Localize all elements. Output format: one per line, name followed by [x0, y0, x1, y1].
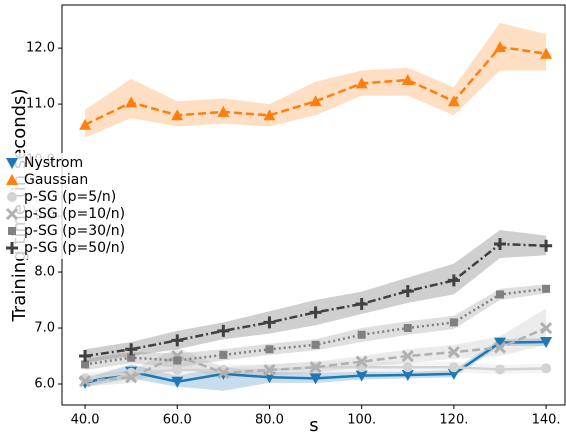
marker [493, 341, 507, 354]
marker [402, 362, 413, 373]
marker [355, 355, 368, 368]
marker [125, 96, 138, 108]
marker [217, 324, 230, 337]
marker [494, 364, 505, 375]
marker [542, 284, 551, 293]
marker [355, 297, 368, 310]
x-tick-label: 80.0 [255, 413, 284, 428]
marker [171, 376, 184, 388]
series-line [84, 242, 547, 358]
marker [493, 40, 506, 52]
marker [401, 74, 414, 86]
marker [448, 362, 459, 373]
marker [493, 337, 506, 349]
marker [309, 95, 322, 107]
marker [355, 370, 368, 382]
marker [263, 109, 276, 121]
marker [355, 77, 368, 89]
x-tick-label: 60.0 [163, 413, 192, 428]
marker [5, 207, 19, 221]
marker [217, 105, 230, 117]
marker [6, 174, 18, 185]
legend-label: p-SG (p=5/n) [24, 189, 116, 205]
marker [401, 349, 414, 363]
marker [78, 375, 92, 388]
marker [263, 363, 276, 377]
marker [447, 346, 460, 359]
marker [125, 371, 138, 384]
marker [309, 361, 322, 374]
y-tick-label: 7.0 [34, 321, 55, 336]
marker [6, 158, 18, 169]
marker [540, 321, 553, 335]
marker [401, 285, 414, 298]
marker [540, 47, 553, 59]
marker [309, 306, 322, 319]
error-band [85, 308, 547, 387]
marker [447, 368, 460, 380]
marker [79, 350, 92, 363]
x-tick-label: 40.0 [71, 413, 100, 428]
marker [403, 324, 412, 333]
marker [127, 353, 136, 362]
legend-label: p-SG (p=10/n) [24, 206, 125, 222]
marker [81, 360, 90, 369]
marker [357, 330, 366, 339]
marker [219, 350, 228, 359]
legend-label: p-SG (p=30/n) [24, 223, 125, 239]
marker [171, 109, 184, 121]
legend-label: Nystrom [24, 155, 83, 171]
marker [6, 242, 18, 254]
marker [541, 363, 552, 374]
marker [173, 356, 182, 365]
legend-label: Gaussian [24, 172, 88, 188]
marker [171, 334, 184, 347]
marker [263, 316, 276, 329]
marker [495, 290, 504, 299]
x-axis-label: s [309, 415, 318, 435]
marker [125, 343, 138, 356]
y-tick-label: 6.0 [34, 377, 55, 392]
x-tick-label: 140. [532, 413, 561, 428]
marker [79, 118, 92, 130]
legend-box [4, 153, 154, 259]
marker [217, 366, 230, 379]
legend-label: p-SG (p=50/n) [24, 240, 125, 256]
y-tick-label: 11.0 [26, 97, 55, 112]
series-line [84, 45, 547, 126]
marker [309, 373, 322, 385]
marker [401, 370, 414, 382]
x-tick-label: 120. [439, 413, 468, 428]
marker [493, 238, 506, 251]
x-tick-label: 100. [347, 413, 376, 428]
marker [311, 340, 320, 349]
marker [540, 239, 553, 252]
marker [7, 192, 17, 202]
marker [449, 318, 458, 327]
error-band [85, 22, 547, 138]
marker [447, 274, 460, 287]
y-tick-label: 8.0 [34, 265, 55, 280]
y-tick-label: 12.0 [26, 41, 55, 56]
error-band [85, 230, 547, 363]
marker [172, 365, 183, 376]
marker [540, 337, 553, 349]
marker [447, 95, 460, 107]
marker [265, 345, 274, 354]
marker [8, 227, 16, 235]
